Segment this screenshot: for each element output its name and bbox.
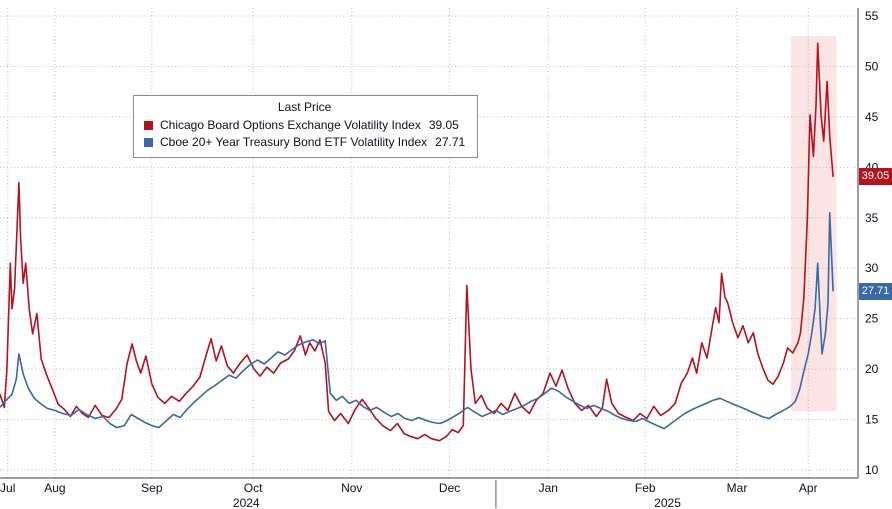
svg-text:2024: 2024 [233, 496, 260, 509]
vix-series-value: 39.05 [428, 118, 459, 132]
svg-text:Oct: Oct [244, 481, 263, 495]
bond-vol-series-label: Cboe 20+ Year Treasury Bond ETF Volatili… [160, 135, 428, 149]
svg-text:Dec: Dec [439, 481, 460, 495]
svg-text:Jan: Jan [539, 481, 558, 495]
svg-text:Feb: Feb [635, 481, 656, 495]
svg-text:45: 45 [865, 110, 879, 124]
svg-text:35: 35 [865, 211, 879, 225]
legend-title: Last Price [277, 100, 332, 114]
chart-legend: Last Price Chicago Board Options Exchang… [133, 95, 479, 158]
svg-text:Mar: Mar [727, 481, 748, 495]
bond-vol-series-value: 27.71 [435, 135, 466, 149]
svg-text:20: 20 [865, 362, 879, 376]
svg-text:Aug: Aug [44, 481, 65, 495]
svg-text:25: 25 [865, 312, 879, 326]
svg-text:15: 15 [865, 413, 879, 427]
svg-text:Sep: Sep [141, 481, 163, 495]
svg-text:2025: 2025 [654, 496, 681, 509]
last-price-tag-bond-vol: 27.71 [859, 282, 892, 300]
svg-text:30: 30 [865, 261, 879, 275]
bond-vol-series-swatch [144, 138, 153, 147]
svg-text:55: 55 [865, 9, 879, 23]
svg-text:10: 10 [865, 463, 879, 477]
svg-text:Jul: Jul [0, 481, 15, 495]
legend-item-vix: Chicago Board Options Exchange Volatilit… [144, 117, 465, 134]
last-price-tag-vix: 39.05 [859, 168, 892, 186]
svg-text:50: 50 [865, 59, 879, 73]
vix-series-label: Chicago Board Options Exchange Volatilit… [160, 118, 421, 132]
svg-text:Apr: Apr [799, 481, 818, 495]
vix-series-swatch [144, 121, 153, 130]
legend-item-bond-vol: Cboe 20+ Year Treasury Bond ETF Volatili… [144, 134, 465, 151]
svg-text:Nov: Nov [341, 481, 362, 495]
